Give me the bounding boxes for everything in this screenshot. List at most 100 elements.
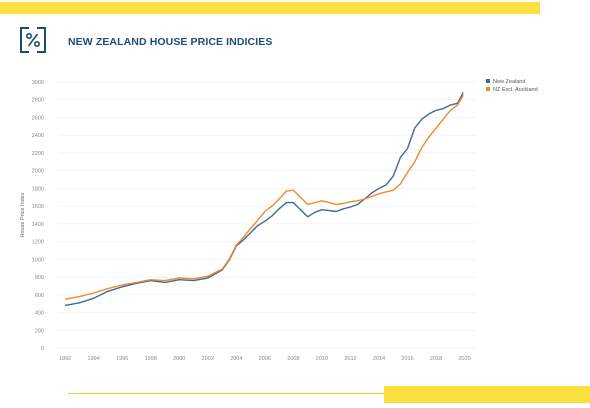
data-point xyxy=(407,148,408,149)
data-point xyxy=(450,104,451,106)
data-point xyxy=(285,190,287,192)
data-point xyxy=(364,198,366,200)
y-axis-label: House Price Index xyxy=(20,192,26,237)
data-point xyxy=(428,136,430,138)
y-tick-label: 3000 xyxy=(32,80,44,86)
data-point xyxy=(442,118,444,120)
data-point xyxy=(457,102,458,104)
data-point xyxy=(371,196,373,197)
data-point xyxy=(193,280,194,281)
data-point xyxy=(264,211,266,212)
data-point xyxy=(79,302,80,304)
data-point xyxy=(385,191,387,193)
data-point xyxy=(428,113,430,115)
data-point xyxy=(278,198,280,200)
y-tick-label: 2200 xyxy=(32,151,44,157)
x-tick-label: 2014 xyxy=(373,356,385,362)
y-tick-label: 200 xyxy=(35,328,44,334)
x-tick-label: 1996 xyxy=(116,356,128,362)
data-point xyxy=(321,209,323,210)
series-line-1 xyxy=(64,92,464,307)
data-point xyxy=(107,288,109,289)
x-tick-label: 2018 xyxy=(430,356,442,362)
data-point xyxy=(93,298,94,299)
x-tick-label: 2000 xyxy=(173,356,185,362)
x-tick-label: 1998 xyxy=(145,356,157,362)
data-point xyxy=(307,204,308,205)
data-point xyxy=(435,127,437,129)
y-tick-label: 1000 xyxy=(32,257,44,263)
data-point xyxy=(442,108,444,109)
y-tick-label: 2800 xyxy=(32,98,44,104)
bottom-divider xyxy=(68,393,386,394)
x-tick-label: 2004 xyxy=(230,356,242,362)
x-tick-label: 2020 xyxy=(458,356,470,362)
y-tick-label: 2600 xyxy=(32,115,44,121)
legend-swatch xyxy=(486,79,490,83)
data-point xyxy=(421,118,423,120)
data-point xyxy=(357,200,358,202)
top-accent-bar xyxy=(0,2,540,14)
data-point xyxy=(300,209,301,210)
data-point xyxy=(250,232,251,234)
data-point xyxy=(164,280,166,281)
data-point xyxy=(107,290,109,292)
data-point xyxy=(392,175,394,177)
data-point xyxy=(64,298,66,300)
x-tick-label: 2006 xyxy=(259,356,271,362)
legend-swatch xyxy=(486,87,490,91)
data-point xyxy=(328,210,330,211)
bottom-accent-bar xyxy=(384,386,590,403)
data-point xyxy=(407,172,408,173)
x-tick-label: 2002 xyxy=(202,356,214,362)
data-point xyxy=(414,161,415,163)
data-point xyxy=(300,196,301,198)
data-point xyxy=(193,278,194,280)
data-point xyxy=(207,277,209,279)
x-tick-label: 1992 xyxy=(59,356,71,362)
percent-logo-icon xyxy=(20,27,46,53)
data-point xyxy=(400,183,401,185)
data-point xyxy=(271,205,273,207)
data-point xyxy=(378,188,380,189)
data-point xyxy=(221,268,223,270)
y-tick-label: 1400 xyxy=(32,222,44,228)
data-point xyxy=(343,203,344,204)
data-point xyxy=(385,184,387,186)
x-tick-label: 2008 xyxy=(287,356,299,362)
y-tick-label: 0 xyxy=(41,346,44,352)
data-point xyxy=(321,200,323,202)
y-tick-label: 1200 xyxy=(32,240,44,246)
data-point xyxy=(178,277,180,279)
data-point xyxy=(121,284,123,286)
data-point xyxy=(350,201,351,202)
data-point xyxy=(64,305,66,306)
data-point xyxy=(350,206,351,208)
x-tick-label: 2016 xyxy=(401,356,413,362)
data-point xyxy=(435,110,437,111)
data-point xyxy=(250,228,251,229)
data-point xyxy=(79,296,80,297)
y-tick-label: 400 xyxy=(35,311,44,317)
x-tick-label: 1994 xyxy=(88,356,100,362)
legend-label: New Zealand xyxy=(493,79,525,85)
data-point xyxy=(335,211,337,212)
y-tick-label: 2000 xyxy=(32,169,44,175)
data-point xyxy=(462,92,464,93)
data-point xyxy=(357,204,358,205)
y-tick-label: 1800 xyxy=(32,186,44,192)
data-point xyxy=(450,110,451,111)
data-point xyxy=(343,208,344,210)
page-title: NEW ZEALAND HOUSE PRICE INDICIES xyxy=(68,36,273,48)
data-point xyxy=(307,216,308,218)
data-point xyxy=(121,286,123,288)
data-point xyxy=(93,292,94,294)
data-point xyxy=(150,280,152,281)
data-point xyxy=(371,192,373,194)
data-point xyxy=(293,189,294,191)
data-point xyxy=(414,127,415,129)
data-point xyxy=(285,202,287,203)
data-point xyxy=(271,215,273,217)
data-point xyxy=(178,279,180,281)
